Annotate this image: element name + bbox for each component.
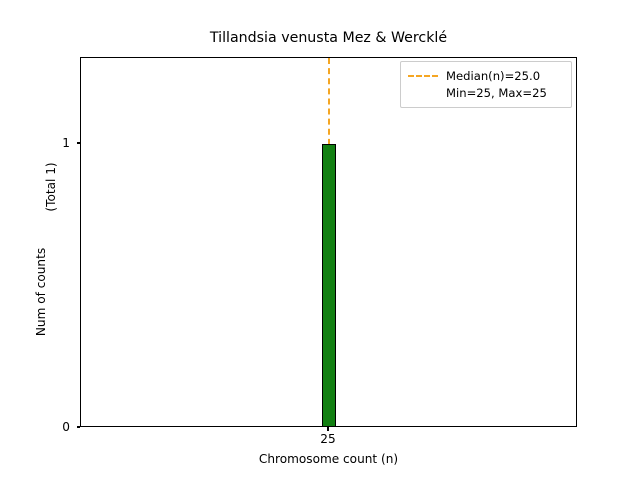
plot-area [80, 57, 577, 427]
blank-sample-icon [408, 92, 438, 94]
chart-legend: Median(n)=25.0 Min=25, Max=25 [400, 61, 572, 108]
xtick-mark-25 [327, 427, 329, 431]
ytick-label-1: 1 [62, 136, 70, 150]
y-axis-label-sub: (Total 1) [44, 162, 58, 212]
x-axis-label: Chromosome count (n) [258, 452, 399, 466]
chart-title: Tillandsia venusta Mez & Wercklé [209, 30, 448, 46]
legend-item-minmax: Min=25, Max=25 [408, 84, 564, 101]
ytick-mark-1 [76, 142, 80, 144]
legend-label-median: Median(n)=25.0 [446, 68, 541, 83]
dashed-line-icon [408, 74, 438, 77]
ytick-mark-0 [76, 426, 80, 428]
xtick-label-25: 25 [320, 432, 336, 446]
legend-item-median: Median(n)=25.0 [408, 67, 564, 84]
ytick-label-0: 0 [62, 420, 70, 434]
bar-25[interactable] [321, 144, 336, 426]
legend-label-minmax: Min=25, Max=25 [446, 85, 547, 100]
